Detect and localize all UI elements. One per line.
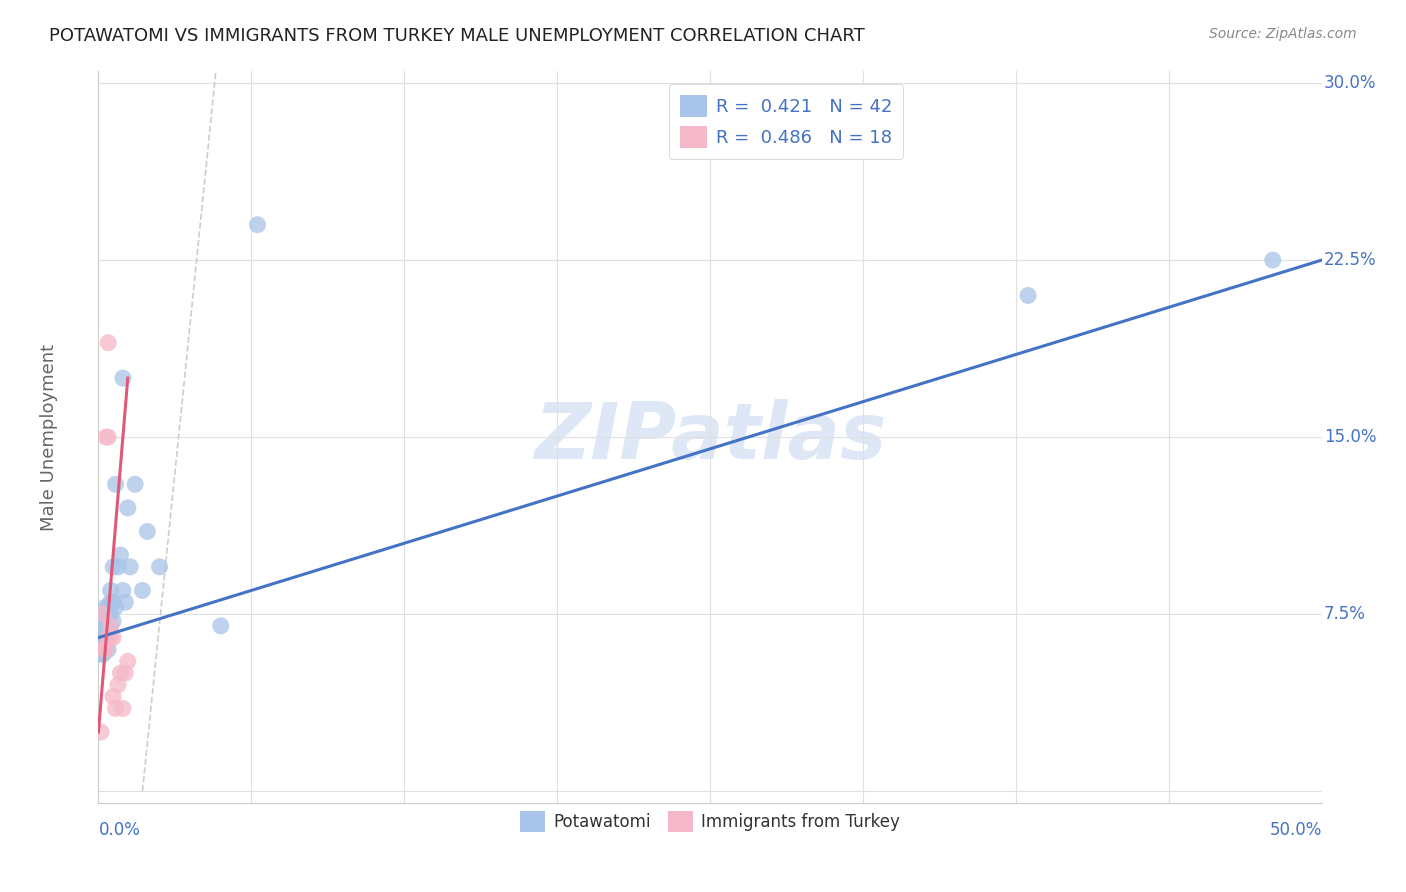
Point bbox=[91, 642, 114, 657]
Point bbox=[94, 430, 117, 444]
Point bbox=[94, 614, 117, 628]
Point bbox=[90, 638, 112, 652]
Point bbox=[101, 559, 124, 574]
Point bbox=[97, 335, 120, 350]
Point bbox=[91, 631, 114, 645]
Text: 0.0%: 0.0% bbox=[98, 821, 141, 839]
Text: ZIPatlas: ZIPatlas bbox=[534, 399, 886, 475]
Point bbox=[97, 624, 120, 638]
Point bbox=[101, 631, 124, 645]
Point bbox=[91, 647, 114, 661]
Point bbox=[114, 666, 136, 681]
Point bbox=[91, 619, 114, 633]
Point bbox=[131, 583, 153, 598]
Point bbox=[117, 654, 139, 668]
Text: Source: ZipAtlas.com: Source: ZipAtlas.com bbox=[1209, 27, 1357, 41]
Point bbox=[117, 500, 139, 515]
Legend: Potawatomi, Immigrants from Turkey: Potawatomi, Immigrants from Turkey bbox=[513, 805, 907, 838]
Point bbox=[136, 524, 159, 539]
Point bbox=[124, 477, 146, 491]
Point bbox=[209, 619, 232, 633]
Text: 22.5%: 22.5% bbox=[1324, 252, 1376, 269]
Point bbox=[111, 701, 134, 715]
Point bbox=[1017, 288, 1039, 302]
Point bbox=[100, 607, 122, 621]
Point bbox=[1261, 253, 1284, 268]
Point bbox=[97, 642, 120, 657]
Point bbox=[91, 642, 114, 657]
Point bbox=[90, 619, 112, 633]
Point bbox=[100, 619, 122, 633]
Text: 50.0%: 50.0% bbox=[1270, 821, 1322, 839]
Point bbox=[100, 583, 122, 598]
Point bbox=[111, 371, 134, 385]
Point bbox=[94, 607, 117, 621]
Point bbox=[91, 607, 114, 621]
Point bbox=[97, 612, 120, 626]
Point bbox=[97, 631, 120, 645]
Point bbox=[107, 559, 129, 574]
Point bbox=[104, 477, 127, 491]
Point bbox=[94, 599, 117, 614]
Point bbox=[97, 430, 120, 444]
Point bbox=[100, 595, 122, 609]
Point bbox=[94, 638, 117, 652]
Point bbox=[120, 559, 142, 574]
Text: 30.0%: 30.0% bbox=[1324, 74, 1376, 92]
Point bbox=[110, 666, 132, 681]
Point bbox=[90, 631, 112, 645]
Point bbox=[101, 690, 124, 704]
Point bbox=[101, 595, 124, 609]
Point bbox=[94, 642, 117, 657]
Text: POTAWATOMI VS IMMIGRANTS FROM TURKEY MALE UNEMPLOYMENT CORRELATION CHART: POTAWATOMI VS IMMIGRANTS FROM TURKEY MAL… bbox=[49, 27, 865, 45]
Point bbox=[97, 599, 120, 614]
Point bbox=[90, 647, 112, 661]
Point bbox=[104, 701, 127, 715]
Point bbox=[114, 595, 136, 609]
Point bbox=[104, 599, 127, 614]
Point bbox=[107, 678, 129, 692]
Point bbox=[111, 583, 134, 598]
Point bbox=[100, 619, 122, 633]
Point bbox=[90, 725, 112, 739]
Point bbox=[101, 614, 124, 628]
Point bbox=[91, 624, 114, 638]
Point bbox=[110, 548, 132, 562]
Point bbox=[149, 559, 172, 574]
Text: 7.5%: 7.5% bbox=[1324, 605, 1367, 623]
Text: 15.0%: 15.0% bbox=[1324, 428, 1376, 446]
Point bbox=[100, 631, 122, 645]
Point bbox=[246, 218, 269, 232]
Point bbox=[94, 624, 117, 638]
Text: Male Unemployment: Male Unemployment bbox=[41, 343, 59, 531]
